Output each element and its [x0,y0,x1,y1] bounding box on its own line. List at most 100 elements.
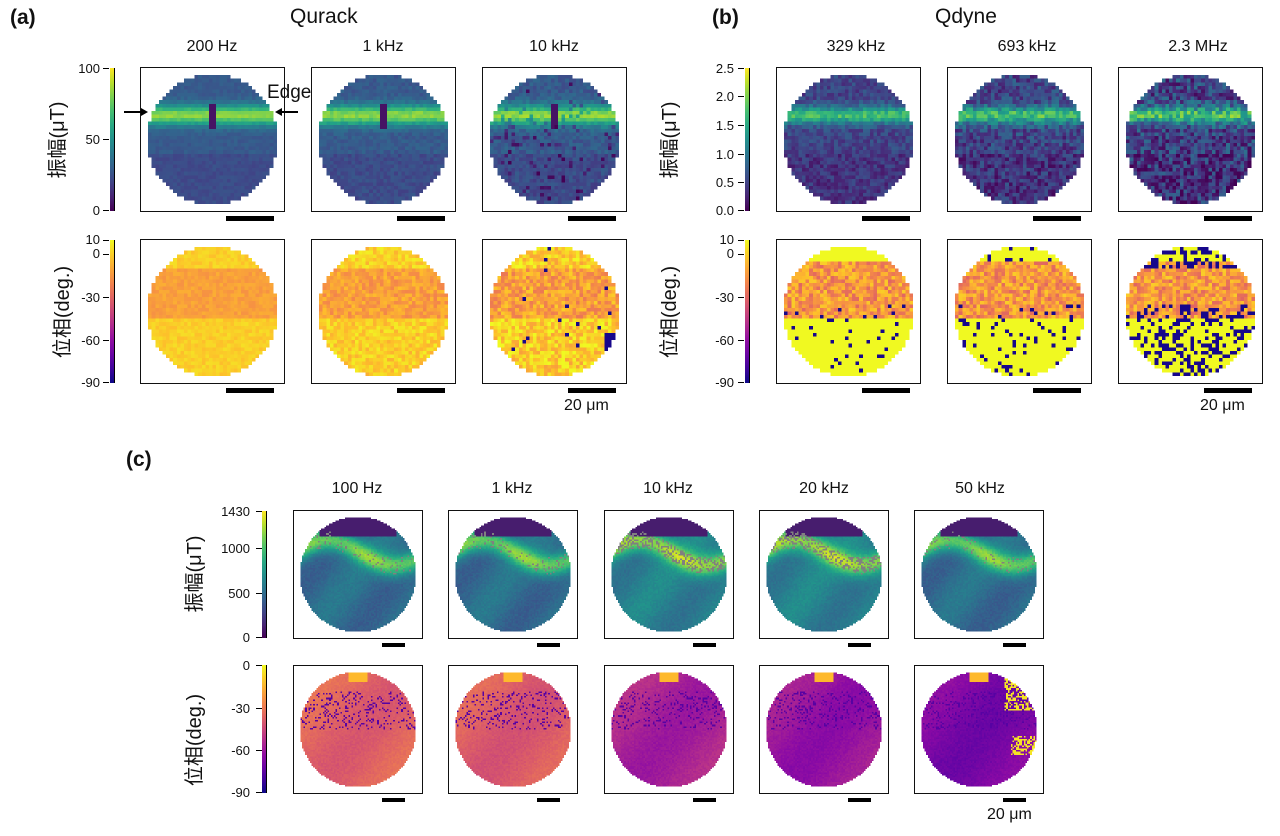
column-title: 10 kHz [529,38,579,55]
colorbar-tick [256,665,262,667]
ylabel-phase: 位相(deg.) [659,265,681,359]
colorbar-tick [738,96,744,98]
scalebar-label: 20 μm [564,397,609,414]
colorbar-tick [103,68,109,70]
map-phase-1khz [311,239,456,384]
map-amplitude-1khz [311,67,456,212]
colorbar-amplitude [745,68,750,211]
column-title: 50 kHz [955,480,1005,497]
colorbar-tick [103,210,109,212]
map-phase-50khz [914,665,1044,794]
colorbar-tick [256,548,262,550]
colorbar-amplitude [262,511,267,638]
tick-label: 100 [78,61,100,76]
colorbar-phase [262,665,267,793]
scalebar-label: 20 μm [1200,397,1245,414]
scalebar [226,388,274,393]
map-phase-693khz [947,239,1092,384]
tick-label: 0.0 [715,203,734,218]
colorbar-tick [256,593,262,595]
colorbar-tick [256,637,262,639]
tick-label: 2.5 [715,61,734,76]
tick-label: 0 [242,630,250,645]
column-title: 693 kHz [997,38,1057,55]
tick-label: -60 [715,333,734,348]
map-amplitude-10khz [482,67,627,212]
scalebar [568,216,616,221]
colorbar-tick [103,240,109,242]
tick-label: -60 [81,333,100,348]
map-phase-100hz [293,665,423,794]
panel-label-c: (c) [126,448,152,471]
colorbar-tick [256,750,262,752]
panel-label-a: (a) [10,6,36,29]
colorbar-tick [738,382,744,384]
column-title: 10 kHz [643,480,693,497]
tick-label: -30 [81,290,100,305]
tick-label: 10 [719,232,734,247]
colorbar-tick [256,511,262,513]
colorbar-phase [745,240,750,383]
map-phase-200hz [140,239,285,384]
edge-annotation: Edge [267,82,312,103]
scalebar [848,643,871,647]
column-title: 2.3 MHz [1168,38,1228,55]
edge-arrow-left [124,111,141,113]
colorbar-tick [738,254,744,256]
scalebar [1003,643,1026,647]
arrow-head-icon [275,108,282,116]
colorbar-tick [256,708,262,710]
map-phase-1khz [448,665,578,794]
tick-label: 10 [85,232,100,247]
map-amplitude-50khz [914,510,1044,639]
group-title-qdyne: Qdyne [935,5,997,28]
column-title: 1 kHz [362,38,404,55]
tick-label: 0 [242,658,250,673]
tick-label: -90 [715,375,734,390]
scalebar [1033,388,1081,393]
scalebar [1204,216,1252,221]
ylabel-phase: 位相(deg.) [184,693,206,787]
scalebar [862,388,910,393]
scalebar [862,216,910,221]
tick-label: 1.5 [715,118,734,133]
column-title: 100 Hz [331,480,383,497]
map-amplitude-200hz [140,67,285,212]
map-amplitude-20khz [759,510,889,639]
column-title: 1 kHz [491,480,533,497]
scalebar [1003,798,1026,802]
scalebar [226,216,274,221]
tick-label: 50 [85,132,100,147]
scalebar [1204,388,1252,393]
column-title: 20 kHz [799,480,849,497]
scalebar [537,798,560,802]
map-phase-20khz [759,665,889,794]
tick-label: 0 [726,246,734,261]
tick-label: 0 [92,203,100,218]
tick-label: 1000 [221,541,250,556]
map-amplitude-10khz [604,510,734,639]
colorbar-phase [110,240,115,383]
colorbar-tick [738,68,744,70]
map-amplitude-100hz [293,510,423,639]
scalebar [537,643,560,647]
group-title-qurack: Qurack [290,5,358,28]
ylabel-phase: 位相(deg.) [52,265,74,359]
tick-label: 0.5 [715,175,734,190]
scalebar [397,388,445,393]
map-phase-10khz [604,665,734,794]
tick-label: 500 [228,586,250,601]
scalebar [848,798,871,802]
ylabel-amplitude: 振幅(μT) [659,101,681,179]
colorbar-tick [103,139,109,141]
edge-arrow-right [281,111,298,113]
colorbar-tick [738,297,744,299]
tick-label: 2.0 [715,89,734,104]
scalebar [382,798,405,802]
scalebar-label: 20 μm [987,806,1032,823]
tick-label: -90 [81,375,100,390]
map-phase-2.3mhz [1118,239,1263,384]
colorbar-tick [738,182,744,184]
scalebar [693,643,716,647]
scalebar [1033,216,1081,221]
